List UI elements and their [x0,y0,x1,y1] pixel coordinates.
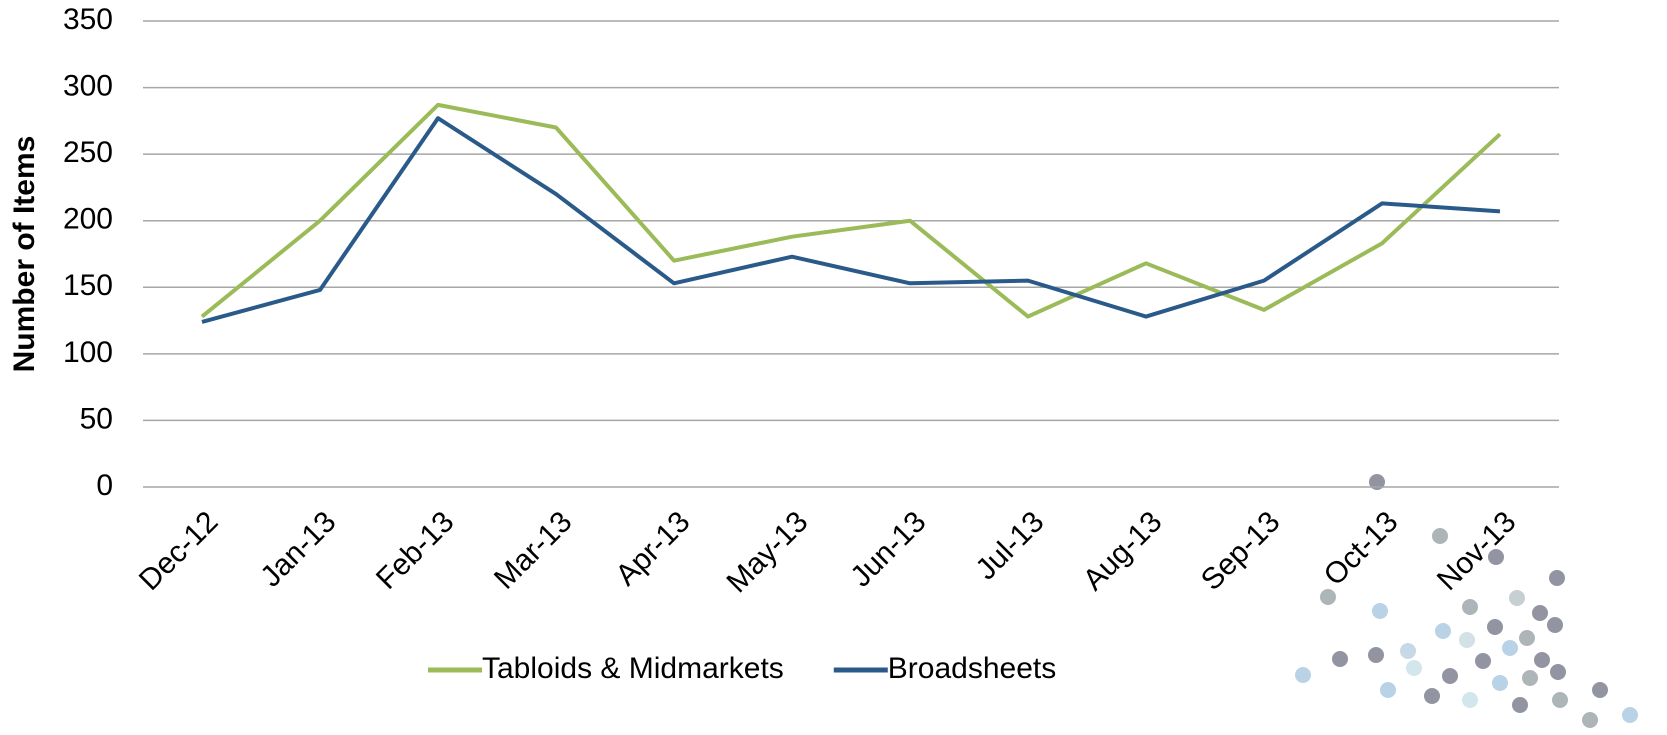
y-tick-label: 250 [63,136,113,169]
x-tick-label: Aug-13 [1077,505,1169,597]
decoration [1295,474,1638,728]
y-tick-label: 300 [63,69,113,102]
legend-label: Tabloids & Midmarkets [482,652,784,685]
x-tick-label: Feb-13 [370,505,461,596]
legend-label: Broadsheets [888,652,1056,685]
y-tick-label: 50 [80,402,113,435]
x-tick-label: May-13 [720,505,814,599]
chart: Number of Items 0 50 100 150 200 250 300 350 Dec… [0,0,1667,735]
x-tick-label: Mar-13 [488,505,579,596]
y-tick-label: 200 [63,203,113,236]
x-tick-label: Apr-13 [610,505,697,592]
x-tick-label: Dec-12 [133,505,225,597]
x-tick-label: Sep-13 [1195,505,1287,597]
y-tick-label: 150 [63,269,113,302]
y-tick-label: 0 [96,469,113,502]
series-line [202,105,1500,317]
x-tick-label: Nov-13 [1431,505,1523,597]
x-tick-label: Jun-13 [844,505,932,593]
legend: Tabloids & Midmarkets Broadsheets [428,652,1056,685]
y-tick-label: 100 [63,336,113,369]
x-tick-label: Jan-13 [254,505,342,593]
y-tick-label: 350 [63,3,113,36]
x-tick-label: Jul-13 [969,505,1050,586]
y-axis-label: Number of Items [8,136,41,373]
x-tick-label: Oct-13 [1318,505,1405,592]
